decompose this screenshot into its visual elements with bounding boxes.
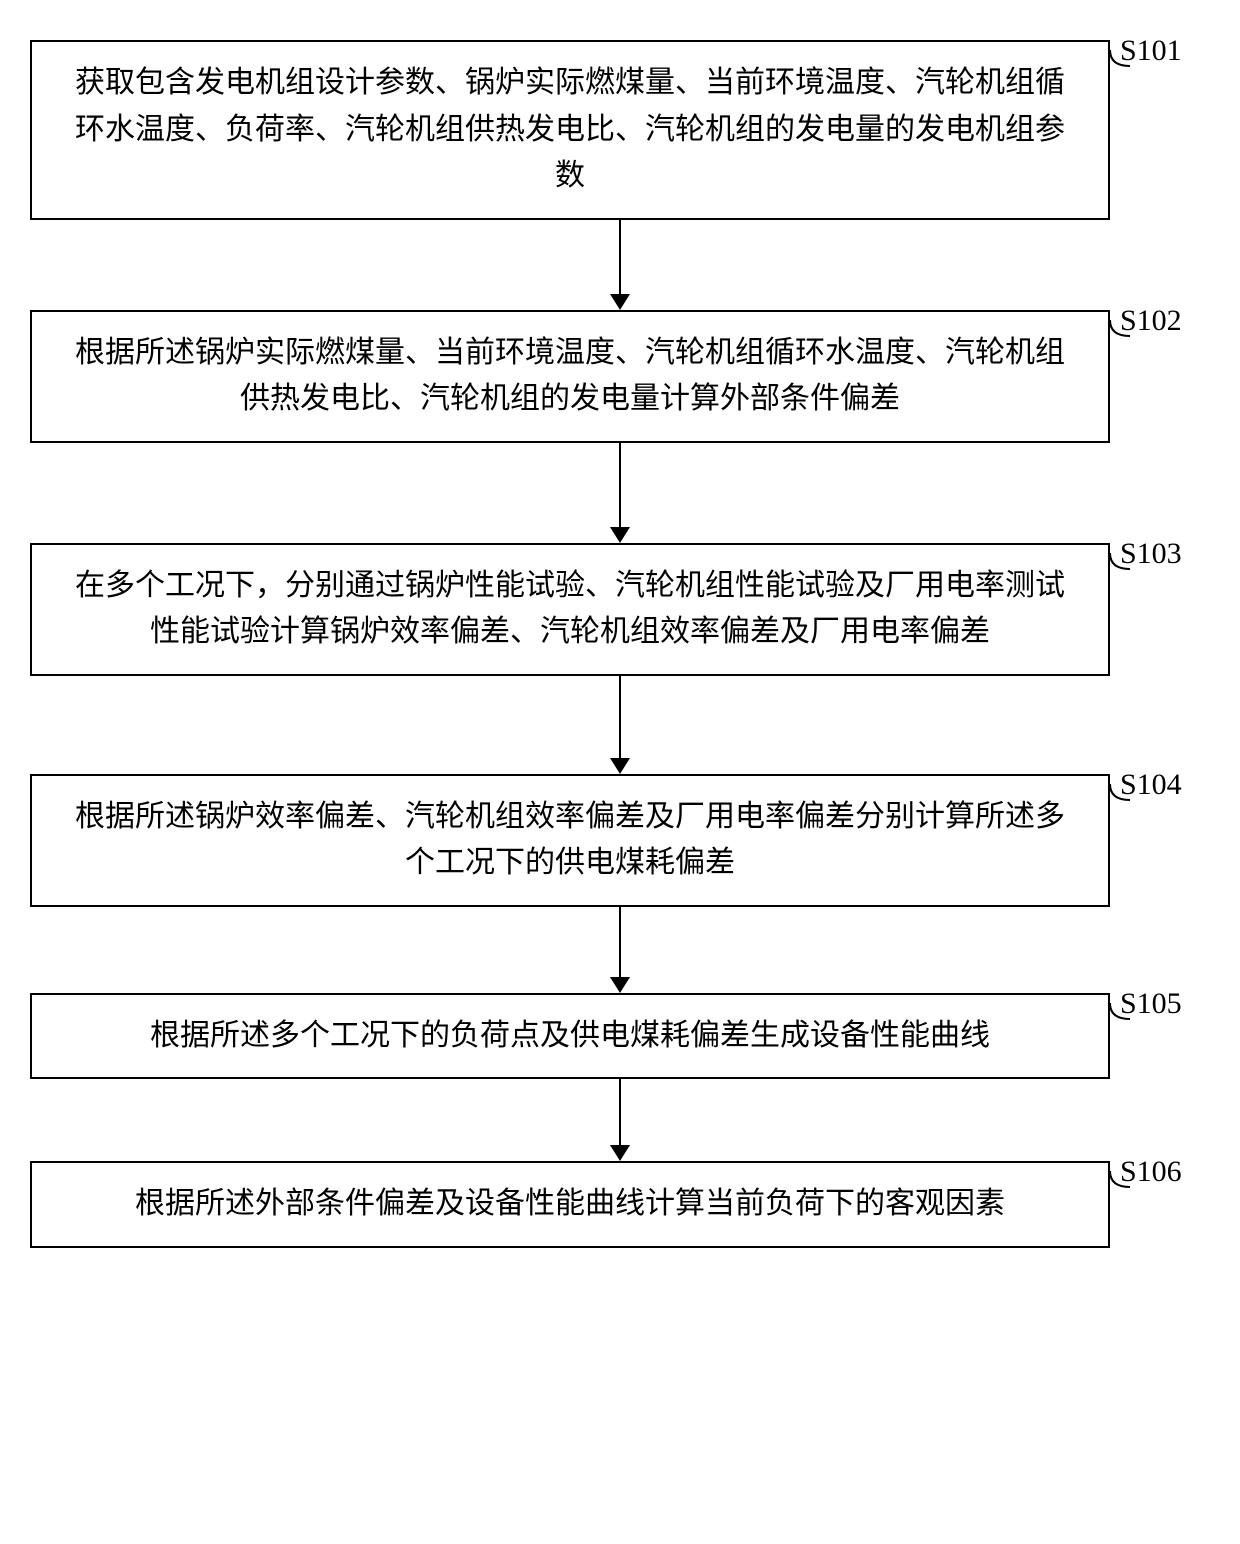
flowchart-step: 根据所述锅炉实际燃煤量、当前环境温度、汽轮机组循环水温度、汽轮机组供热发电比、汽… (30, 310, 1210, 443)
flow-arrow (80, 443, 1160, 543)
flow-arrow (80, 1079, 1160, 1161)
arrow-line (619, 443, 621, 527)
step-box: 根据所述锅炉实际燃煤量、当前环境温度、汽轮机组循环水温度、汽轮机组供热发电比、汽… (30, 310, 1110, 443)
flowchart-step: 获取包含发电机组设计参数、锅炉实际燃煤量、当前环境温度、汽轮机组循环水温度、负荷… (30, 40, 1210, 220)
arrow-line (619, 220, 621, 294)
flowchart-step: 根据所述锅炉效率偏差、汽轮机组效率偏差及厂用电率偏差分别计算所述多个工况下的供电… (30, 774, 1210, 907)
step-id-label: S104 (1120, 768, 1182, 802)
flowchart-step: 根据所述多个工况下的负荷点及供电煤耗偏差生成设备性能曲线 S105 (30, 993, 1210, 1080)
step-id-label: S106 (1120, 1155, 1182, 1189)
step-text: 在多个工况下，分别通过锅炉性能试验、汽轮机组性能试验及厂用电率测试性能试验计算锅… (75, 569, 1065, 649)
step-text: 获取包含发电机组设计参数、锅炉实际燃煤量、当前环境温度、汽轮机组循环水温度、负荷… (75, 66, 1065, 192)
arrow-head (610, 977, 630, 993)
step-box: 根据所述多个工况下的负荷点及供电煤耗偏差生成设备性能曲线 (30, 993, 1110, 1080)
step-text: 根据所述锅炉实际燃煤量、当前环境温度、汽轮机组循环水温度、汽轮机组供热发电比、汽… (75, 336, 1065, 416)
arrow-line (619, 907, 621, 977)
step-id-label: S103 (1120, 537, 1182, 571)
flow-arrow (80, 676, 1160, 774)
arrow-line (619, 676, 621, 758)
step-id-label: S102 (1120, 304, 1182, 338)
step-id-label: S101 (1120, 34, 1182, 68)
flowchart-container: 获取包含发电机组设计参数、锅炉实际燃煤量、当前环境温度、汽轮机组循环水温度、负荷… (30, 40, 1210, 1248)
arrow-head (610, 294, 630, 310)
arrow-head (610, 758, 630, 774)
step-id-label: S105 (1120, 987, 1182, 1021)
step-box: 根据所述外部条件偏差及设备性能曲线计算当前负荷下的客观因素 (30, 1161, 1110, 1248)
step-box: 根据所述锅炉效率偏差、汽轮机组效率偏差及厂用电率偏差分别计算所述多个工况下的供电… (30, 774, 1110, 907)
step-text: 根据所述外部条件偏差及设备性能曲线计算当前负荷下的客观因素 (135, 1187, 1005, 1220)
arrow-head (610, 527, 630, 543)
flowchart-step: 在多个工况下，分别通过锅炉性能试验、汽轮机组性能试验及厂用电率测试性能试验计算锅… (30, 543, 1210, 676)
step-box: 获取包含发电机组设计参数、锅炉实际燃煤量、当前环境温度、汽轮机组循环水温度、负荷… (30, 40, 1110, 220)
arrow-head (610, 1145, 630, 1161)
flowchart-step: 根据所述外部条件偏差及设备性能曲线计算当前负荷下的客观因素 S106 (30, 1161, 1210, 1248)
arrow-line (619, 1079, 621, 1145)
step-box: 在多个工况下，分别通过锅炉性能试验、汽轮机组性能试验及厂用电率测试性能试验计算锅… (30, 543, 1110, 676)
flow-arrow (80, 907, 1160, 993)
flow-arrow (80, 220, 1160, 310)
step-text: 根据所述锅炉效率偏差、汽轮机组效率偏差及厂用电率偏差分别计算所述多个工况下的供电… (75, 800, 1065, 880)
step-text: 根据所述多个工况下的负荷点及供电煤耗偏差生成设备性能曲线 (150, 1019, 990, 1052)
